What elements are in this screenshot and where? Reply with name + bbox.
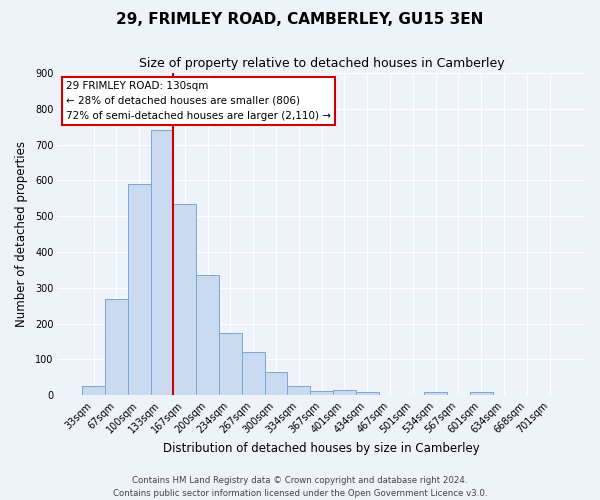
Text: Contains HM Land Registry data © Crown copyright and database right 2024.
Contai: Contains HM Land Registry data © Crown c… (113, 476, 487, 498)
Bar (151, 130, 173, 396)
Bar (287, 386, 310, 396)
X-axis label: Distribution of detached houses by size in Camberley: Distribution of detached houses by size … (163, 442, 480, 455)
Bar (173, 204, 196, 396)
Bar (356, 392, 379, 396)
Bar (310, 390, 333, 396)
Bar (128, 184, 151, 396)
Bar (265, 372, 287, 396)
Bar (196, 276, 219, 396)
Bar (424, 392, 447, 396)
Bar (105, 298, 128, 396)
Bar (242, 352, 265, 396)
Text: 29, FRIMLEY ROAD, CAMBERLEY, GU15 3EN: 29, FRIMLEY ROAD, CAMBERLEY, GU15 3EN (116, 12, 484, 28)
Bar (470, 392, 493, 396)
Title: Size of property relative to detached houses in Camberley: Size of property relative to detached ho… (139, 58, 505, 70)
Bar (333, 390, 356, 396)
Bar (82, 386, 105, 396)
Y-axis label: Number of detached properties: Number of detached properties (15, 141, 28, 327)
Text: 29 FRIMLEY ROAD: 130sqm
← 28% of detached houses are smaller (806)
72% of semi-d: 29 FRIMLEY ROAD: 130sqm ← 28% of detache… (66, 81, 331, 120)
Bar (219, 332, 242, 396)
